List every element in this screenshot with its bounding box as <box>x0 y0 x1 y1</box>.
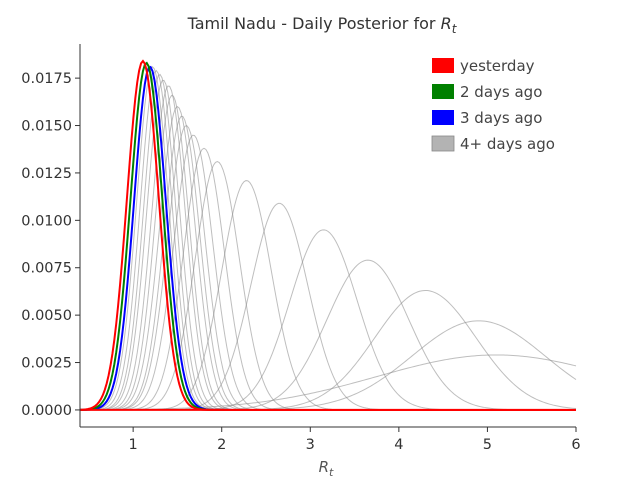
legend-label: 2 days ago <box>460 83 542 101</box>
legend-label: yesterday <box>460 57 535 75</box>
chart-title-subscript: t <box>452 22 458 36</box>
y-tick-label: 0.0000 <box>21 403 72 419</box>
posterior-curve-past-day <box>80 134 576 411</box>
x-tick-label: 4 <box>394 437 403 453</box>
y-tick-label: 0.0150 <box>21 119 72 135</box>
x-ticks-layer: 1 2 3 4 5 6 <box>129 427 581 453</box>
posterior-curve-past-day <box>80 180 576 411</box>
chart-title-r: R <box>441 14 452 33</box>
y-tick-label: 0.0125 <box>21 166 72 182</box>
axes-layer <box>79 44 576 428</box>
legend-label: 4+ days ago <box>460 135 555 153</box>
chart-title: Tamil Nadu - Daily Posterior for Rt <box>187 14 458 36</box>
x-tick-label: 6 <box>571 437 580 453</box>
x-tick-label: 5 <box>483 437 492 453</box>
legend-swatch <box>432 84 454 99</box>
x-axis-label-subscript: t <box>329 466 334 479</box>
x-axis-label: Rt <box>319 458 334 479</box>
y-tick-label: 0.0025 <box>21 356 72 372</box>
legend-label: 3 days ago <box>460 109 542 127</box>
x-tick-label: 1 <box>129 437 138 453</box>
legend-swatch <box>432 58 454 73</box>
x-tick-label: 2 <box>217 437 226 453</box>
curves-layer <box>79 59 577 411</box>
posterior-curve-past-day <box>80 125 576 411</box>
y-tick-label: 0.0050 <box>21 308 72 324</box>
legend-swatch <box>431 135 455 152</box>
y-tick-label: 0.0175 <box>21 71 72 87</box>
legend-swatch <box>432 110 454 125</box>
x-axis-label-text: R <box>319 458 329 476</box>
y-tick-label: 0.0100 <box>21 213 72 229</box>
posterior-curve-past-day <box>80 289 577 411</box>
posterior-curve-past-day <box>80 115 576 411</box>
chart-title-text: Tamil Nadu - Daily Posterior for <box>187 14 441 33</box>
y-ticks-layer: 0.0000 0.0025 0.0050 0.0075 0.0100 0.0125 0.01… <box>21 71 80 419</box>
legend: yesterday 2 days ago 3 days ago 4+ days ago <box>431 57 555 153</box>
y-tick-label: 0.0075 <box>21 261 72 277</box>
x-tick-label: 3 <box>306 437 315 453</box>
